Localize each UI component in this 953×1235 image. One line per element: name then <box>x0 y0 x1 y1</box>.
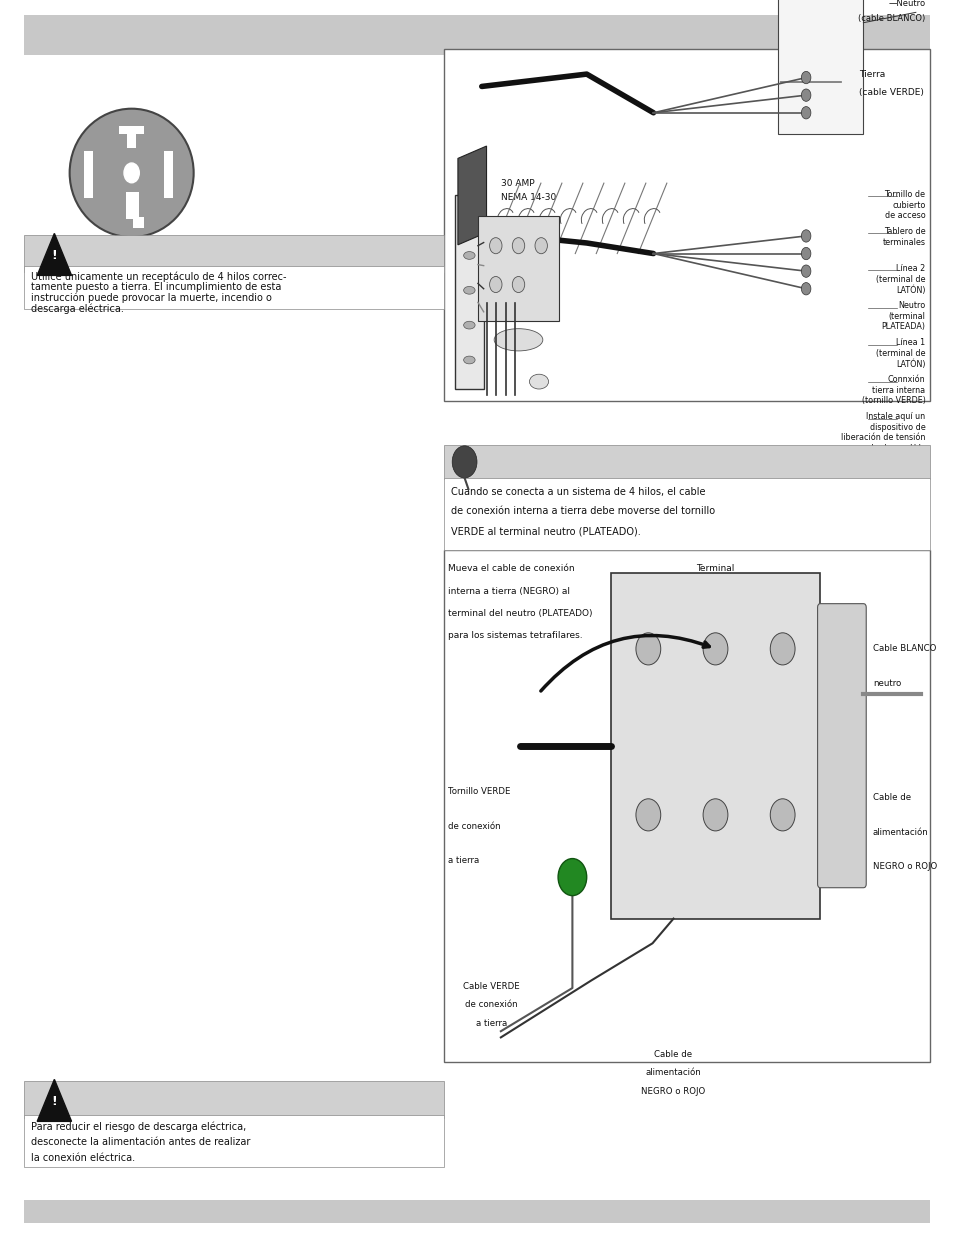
FancyBboxPatch shape <box>132 216 144 227</box>
FancyBboxPatch shape <box>24 266 443 309</box>
FancyBboxPatch shape <box>777 0 862 133</box>
Circle shape <box>801 106 810 119</box>
FancyBboxPatch shape <box>477 216 558 321</box>
Text: NEMA 14-30: NEMA 14-30 <box>500 193 556 201</box>
Text: de conexión interna a tierra debe moverse del tornillo: de conexión interna a tierra debe movers… <box>451 506 715 516</box>
FancyBboxPatch shape <box>84 151 93 198</box>
Circle shape <box>512 237 524 253</box>
Circle shape <box>512 277 524 293</box>
Text: de conexión: de conexión <box>448 821 500 831</box>
Text: para los sistemas tetrafilares.: para los sistemas tetrafilares. <box>448 631 582 640</box>
Text: Tornillo de
cubierto
de acceso: Tornillo de cubierto de acceso <box>883 190 924 220</box>
FancyBboxPatch shape <box>610 573 820 919</box>
Text: Instale aquí un
dispositivo de
liberación de tensión
aprobado por U.L.: Instale aquí un dispositivo de liberació… <box>841 412 924 453</box>
Circle shape <box>636 632 660 664</box>
FancyBboxPatch shape <box>443 49 929 401</box>
Text: Línea 1
(terminal de
LATÓN): Línea 1 (terminal de LATÓN) <box>875 338 924 369</box>
Text: 30 AMP: 30 AMP <box>500 179 534 188</box>
Circle shape <box>489 277 501 293</box>
Text: (cable VERDE): (cable VERDE) <box>858 88 923 96</box>
Text: Línea 2
(terminal de
LATÓN): Línea 2 (terminal de LATÓN) <box>875 264 924 295</box>
Circle shape <box>124 163 139 183</box>
Circle shape <box>801 283 810 295</box>
FancyBboxPatch shape <box>164 151 173 198</box>
Text: VERDE al terminal neutro (PLATEADO).: VERDE al terminal neutro (PLATEADO). <box>451 526 640 536</box>
Text: Cable VERDE: Cable VERDE <box>462 982 519 990</box>
Text: !: ! <box>51 249 57 262</box>
Ellipse shape <box>463 252 475 259</box>
Text: interna a tierra (NEGRO) al: interna a tierra (NEGRO) al <box>448 587 570 595</box>
Text: (cable BLANCO): (cable BLANCO) <box>858 14 924 22</box>
FancyBboxPatch shape <box>126 191 139 219</box>
Text: !: ! <box>51 1095 57 1108</box>
Text: Neutro
(terminal
PLATEADA): Neutro (terminal PLATEADA) <box>881 301 924 331</box>
Text: alimentación: alimentación <box>645 1068 700 1077</box>
FancyBboxPatch shape <box>24 1200 929 1223</box>
Text: alimentación: alimentación <box>872 827 927 836</box>
FancyBboxPatch shape <box>119 126 144 133</box>
Text: neutro: neutro <box>700 579 730 588</box>
Text: NEGRO o ROJO: NEGRO o ROJO <box>872 862 936 871</box>
Polygon shape <box>37 1079 71 1121</box>
FancyBboxPatch shape <box>443 550 929 1062</box>
Text: de conexión: de conexión <box>464 1000 517 1009</box>
FancyBboxPatch shape <box>24 1115 443 1167</box>
Polygon shape <box>457 146 486 245</box>
Text: —Neutro: —Neutro <box>887 0 924 7</box>
FancyBboxPatch shape <box>817 604 865 888</box>
Text: terminal del neutro (PLATEADO): terminal del neutro (PLATEADO) <box>448 609 592 618</box>
Circle shape <box>801 89 810 101</box>
Text: desconecte la alimentación antes de realizar: desconecte la alimentación antes de real… <box>31 1137 251 1147</box>
Circle shape <box>452 446 476 478</box>
Ellipse shape <box>463 287 475 294</box>
Ellipse shape <box>463 321 475 329</box>
Text: NEGRO o ROJO: NEGRO o ROJO <box>640 1087 705 1095</box>
Text: Tierra: Tierra <box>858 70 884 79</box>
Ellipse shape <box>494 329 542 351</box>
Text: Tablero de
terminales: Tablero de terminales <box>882 227 924 247</box>
FancyBboxPatch shape <box>443 445 929 479</box>
Text: Tornillo VERDE: Tornillo VERDE <box>448 787 511 797</box>
Ellipse shape <box>529 374 548 389</box>
Text: Utilice únicamente un receptáculo de 4 hilos correc-: Utilice únicamente un receptáculo de 4 h… <box>31 272 287 283</box>
Text: Para reducir el riesgo de descarga eléctrica,: Para reducir el riesgo de descarga eléct… <box>31 1121 247 1132</box>
Circle shape <box>801 230 810 242</box>
Text: a tierra: a tierra <box>448 856 479 866</box>
FancyBboxPatch shape <box>127 126 136 148</box>
Circle shape <box>535 237 547 253</box>
Text: Mueva el cable de conexión: Mueva el cable de conexión <box>448 564 575 573</box>
Text: la conexión eléctrica.: la conexión eléctrica. <box>31 1153 135 1163</box>
FancyBboxPatch shape <box>24 16 929 54</box>
Circle shape <box>769 799 794 831</box>
Circle shape <box>702 632 727 664</box>
Text: Terminal: Terminal <box>696 564 734 573</box>
Text: Cuando se conecta a un sistema de 4 hilos, el cable: Cuando se conecta a un sistema de 4 hilo… <box>451 487 705 496</box>
Circle shape <box>769 632 794 664</box>
FancyBboxPatch shape <box>443 478 929 550</box>
Circle shape <box>636 799 660 831</box>
Circle shape <box>801 266 810 278</box>
Text: Cable BLANCO: Cable BLANCO <box>872 645 935 653</box>
Circle shape <box>558 858 586 895</box>
Circle shape <box>702 799 727 831</box>
Text: Ranura de
recuperación de
tornillos del terminal: Ranura de recuperación de tornillos del … <box>841 450 924 480</box>
Circle shape <box>489 237 501 253</box>
Ellipse shape <box>70 109 193 237</box>
Text: Connxión
tierra interna
(tornillo VERDE): Connxión tierra interna (tornillo VERDE) <box>861 375 924 405</box>
Text: a tierra: a tierra <box>476 1019 506 1028</box>
Text: neutro: neutro <box>872 679 901 688</box>
Text: instrucción puede provocar la muerte, incendio o: instrucción puede provocar la muerte, in… <box>31 293 272 304</box>
Text: Cable de: Cable de <box>872 793 910 802</box>
FancyBboxPatch shape <box>24 1081 443 1118</box>
FancyBboxPatch shape <box>455 195 483 389</box>
FancyBboxPatch shape <box>24 235 443 272</box>
Ellipse shape <box>463 356 475 364</box>
Circle shape <box>801 72 810 84</box>
Text: Cable de: Cable de <box>654 1050 692 1058</box>
Text: descarga eléctrica.: descarga eléctrica. <box>31 303 124 314</box>
Text: tamente puesto a tierra. El incumplimiento de esta: tamente puesto a tierra. El incumplimien… <box>31 282 281 293</box>
Polygon shape <box>37 233 71 275</box>
Circle shape <box>801 247 810 259</box>
